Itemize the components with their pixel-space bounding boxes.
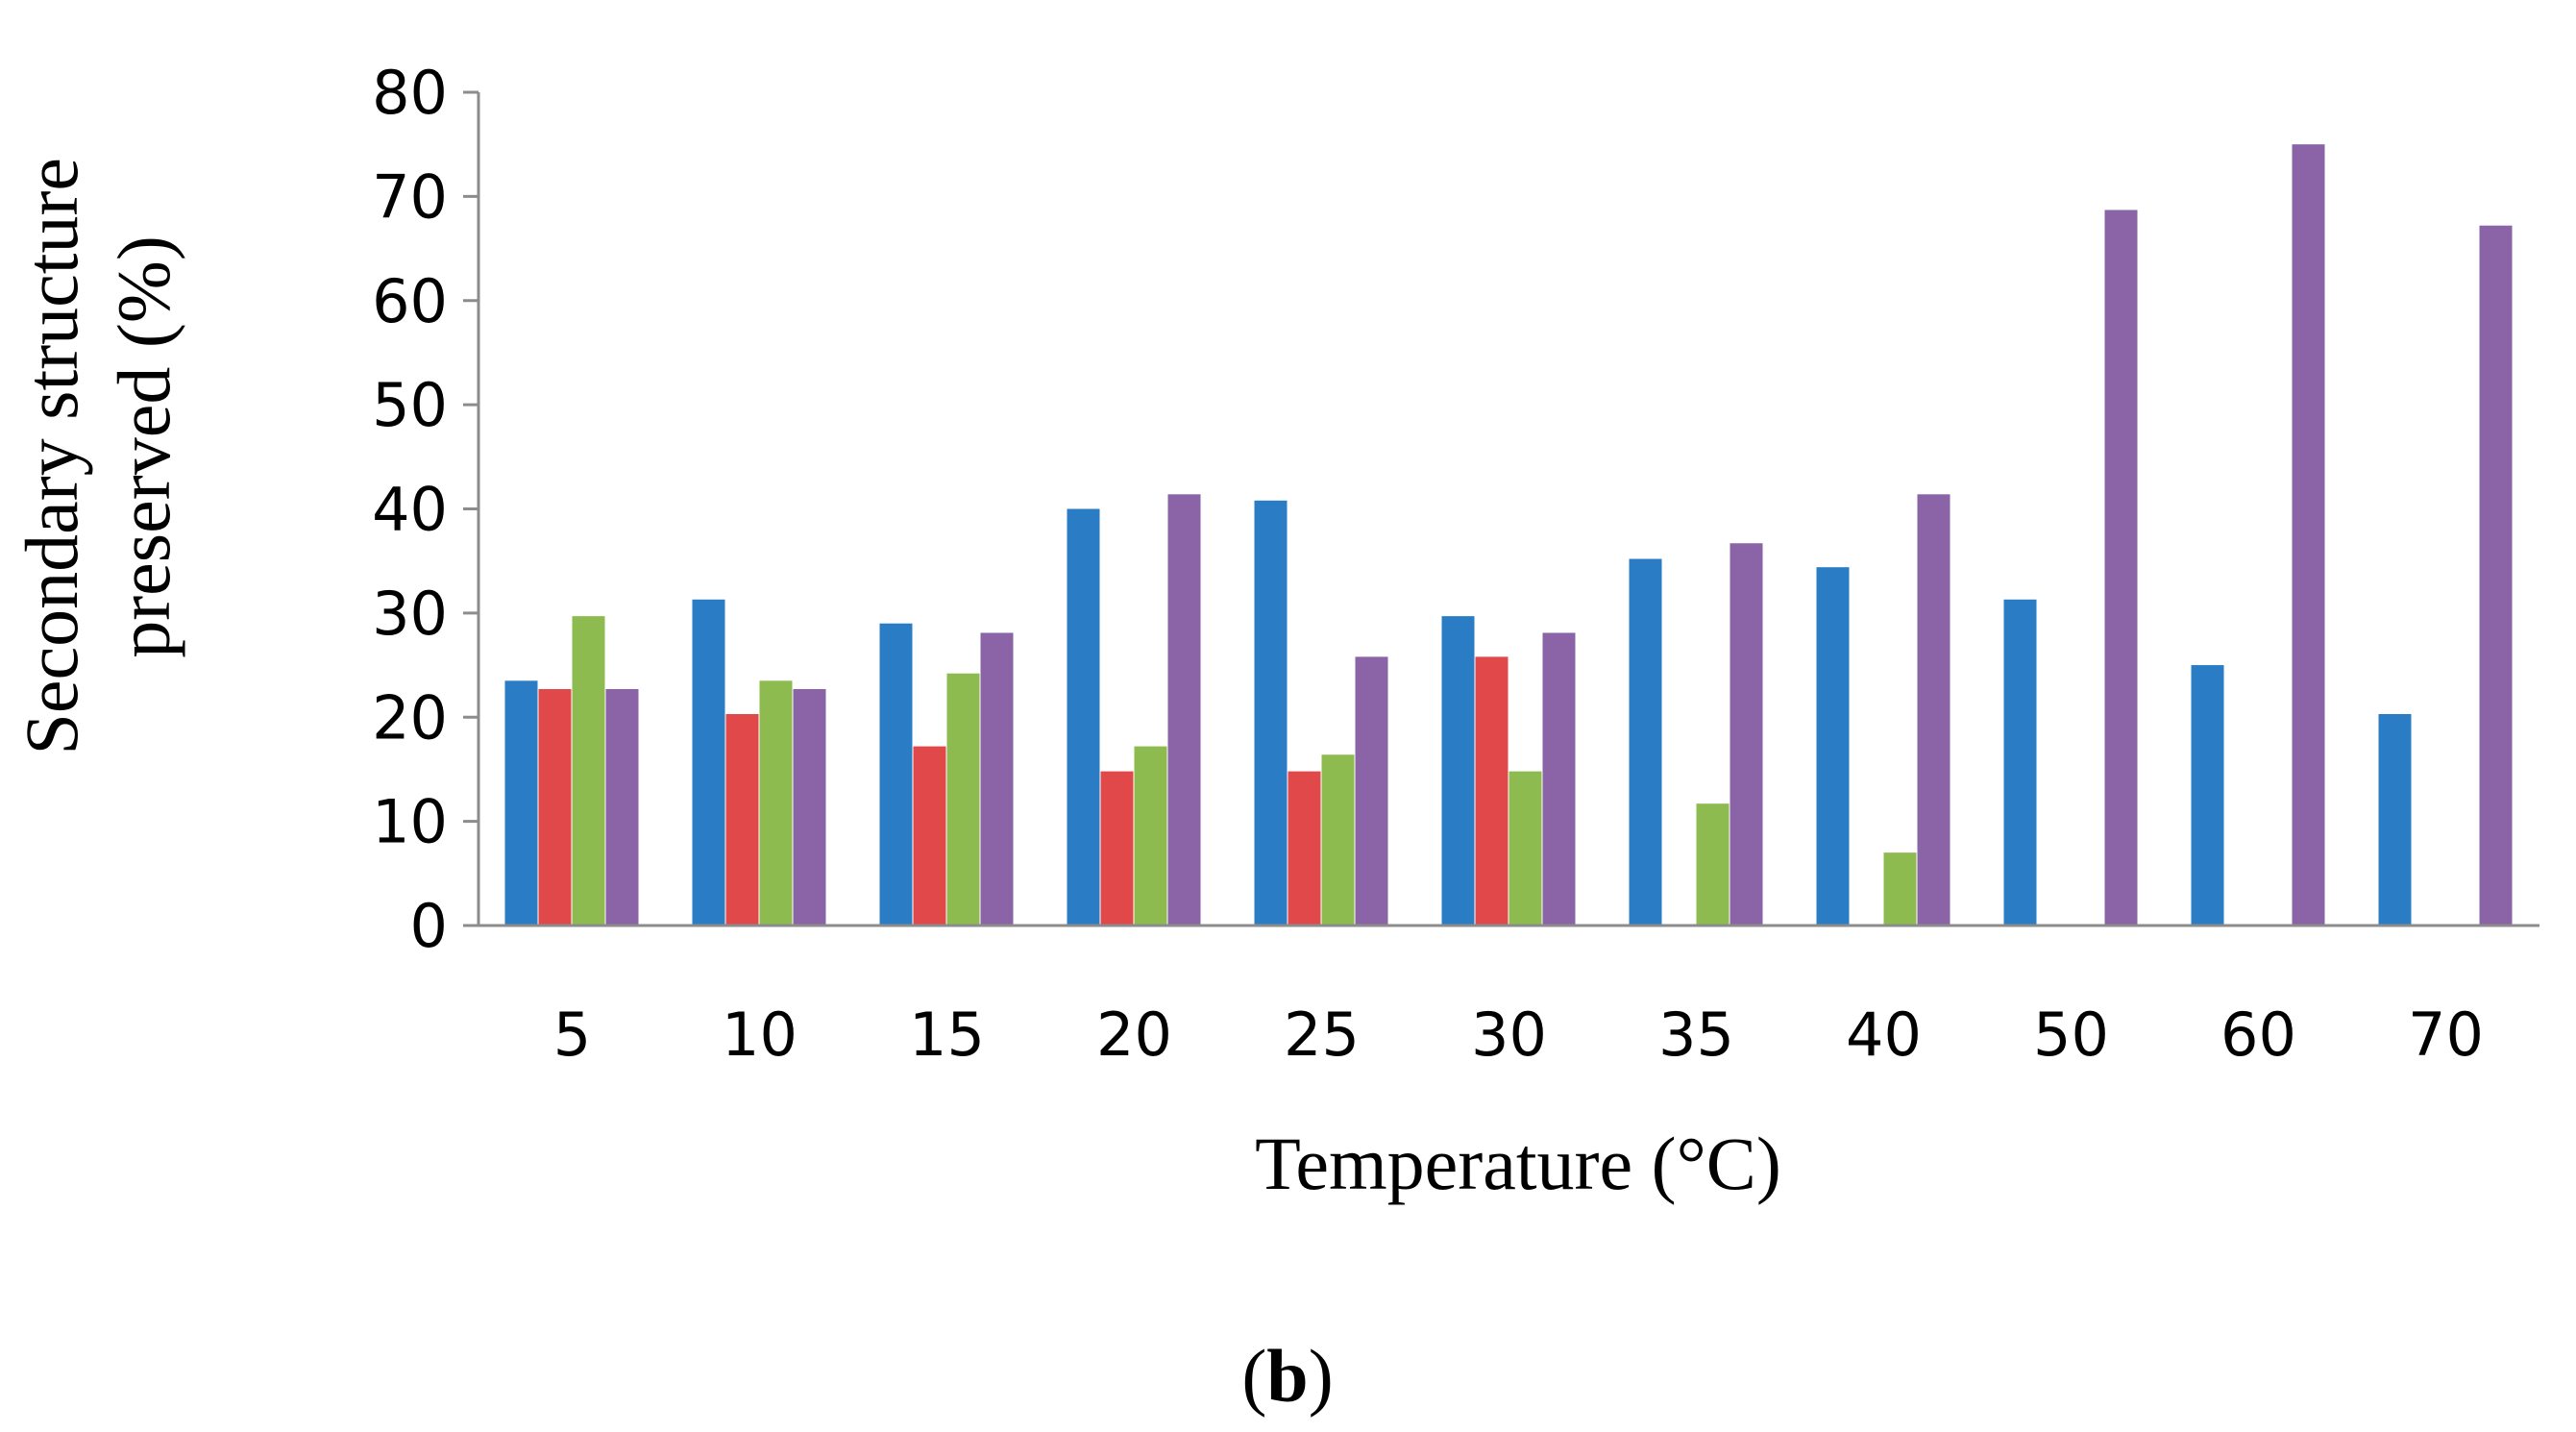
bar-series-red-15 (913, 746, 946, 926)
bar-series-purple-40 (1917, 494, 1950, 926)
bar-series-green-5 (572, 616, 605, 926)
panel-label-letter: b (1266, 1334, 1308, 1418)
bar-series-blue-50 (2003, 599, 2037, 926)
x-tick-label: 40 (1846, 1000, 1922, 1070)
x-tick-label: 10 (722, 1000, 797, 1070)
bar-series-blue-30 (1441, 616, 1475, 926)
bar-series-red-5 (538, 688, 572, 926)
bar-series-purple-30 (1542, 632, 1576, 926)
bar-series-blue-35 (1629, 558, 1662, 926)
x-tick-label: 20 (1096, 1000, 1172, 1070)
x-tick-label: 30 (1471, 1000, 1547, 1070)
x-tick-label: 70 (2408, 1000, 2484, 1070)
y-ticks: 0 10 20 30 40 50 60 70 80 (372, 58, 478, 961)
y-axis-title: Secondary structure preserved (%) (10, 138, 185, 754)
bar-series-purple-10 (793, 688, 826, 926)
bar-series-purple-50 (2104, 210, 2138, 926)
x-tick-label: 60 (2220, 1000, 2296, 1070)
panel-label-close: ) (1309, 1334, 1334, 1418)
y-tick-label: 30 (372, 579, 448, 649)
y-tick-label: 70 (372, 161, 448, 232)
bar-series-green-40 (1883, 852, 1917, 926)
x-tick-label: 15 (909, 1000, 985, 1070)
bar-series-purple-15 (980, 632, 1014, 926)
y-tick-label: 50 (372, 370, 448, 440)
bar-series-red-10 (725, 713, 759, 926)
bar-series-purple-60 (2292, 144, 2325, 926)
y-tick-label: 60 (372, 266, 448, 336)
bars-layer (504, 144, 2513, 926)
bar-series-purple-35 (1730, 543, 1763, 926)
x-tick-label: 25 (1284, 1000, 1360, 1070)
bar-series-green-25 (1321, 754, 1355, 926)
x-ticks: 5 10 15 20 25 30 35 40 50 60 70 (553, 1000, 2484, 1070)
y-axis-title-line1: Secondary structure (10, 158, 93, 755)
bar-series-purple-70 (2479, 225, 2513, 926)
y-tick-label: 0 (410, 891, 448, 961)
bar-series-red-30 (1475, 656, 1509, 926)
bar-series-purple-20 (1167, 494, 1201, 926)
x-tick-label: 50 (2033, 1000, 2109, 1070)
bar-series-green-35 (1696, 803, 1730, 926)
bar-series-blue-70 (2378, 713, 2412, 926)
panel-label: (b) (1241, 1334, 1333, 1418)
x-axis-title: Temperature (°C) (1255, 1122, 1781, 1205)
bar-series-blue-25 (1254, 500, 1288, 926)
bar-series-green-20 (1134, 746, 1167, 926)
bar-series-purple-5 (605, 688, 639, 926)
bar-series-blue-60 (2191, 665, 2224, 926)
bar-series-blue-20 (1067, 508, 1100, 926)
bar-series-purple-25 (1355, 656, 1388, 926)
x-tick-label: 35 (1658, 1000, 1734, 1070)
bar-series-green-30 (1509, 771, 1542, 926)
y-axis-title-line2: preserved (%) (102, 235, 185, 658)
y-tick-label: 20 (372, 682, 448, 753)
y-tick-label: 40 (372, 475, 448, 545)
bar-series-blue-15 (879, 623, 913, 926)
bar-series-green-10 (759, 680, 793, 926)
bar-series-red-20 (1100, 771, 1134, 926)
y-tick-label: 80 (372, 58, 448, 128)
bar-series-blue-40 (1816, 567, 1850, 926)
x-tick-label: 5 (553, 1000, 591, 1070)
bar-series-red-25 (1288, 771, 1321, 926)
bar-series-blue-10 (692, 599, 725, 926)
y-tick-label: 10 (372, 787, 448, 857)
bar-series-blue-5 (504, 680, 538, 926)
panel-label-open: ( (1241, 1334, 1266, 1418)
bar-series-green-15 (946, 673, 980, 926)
